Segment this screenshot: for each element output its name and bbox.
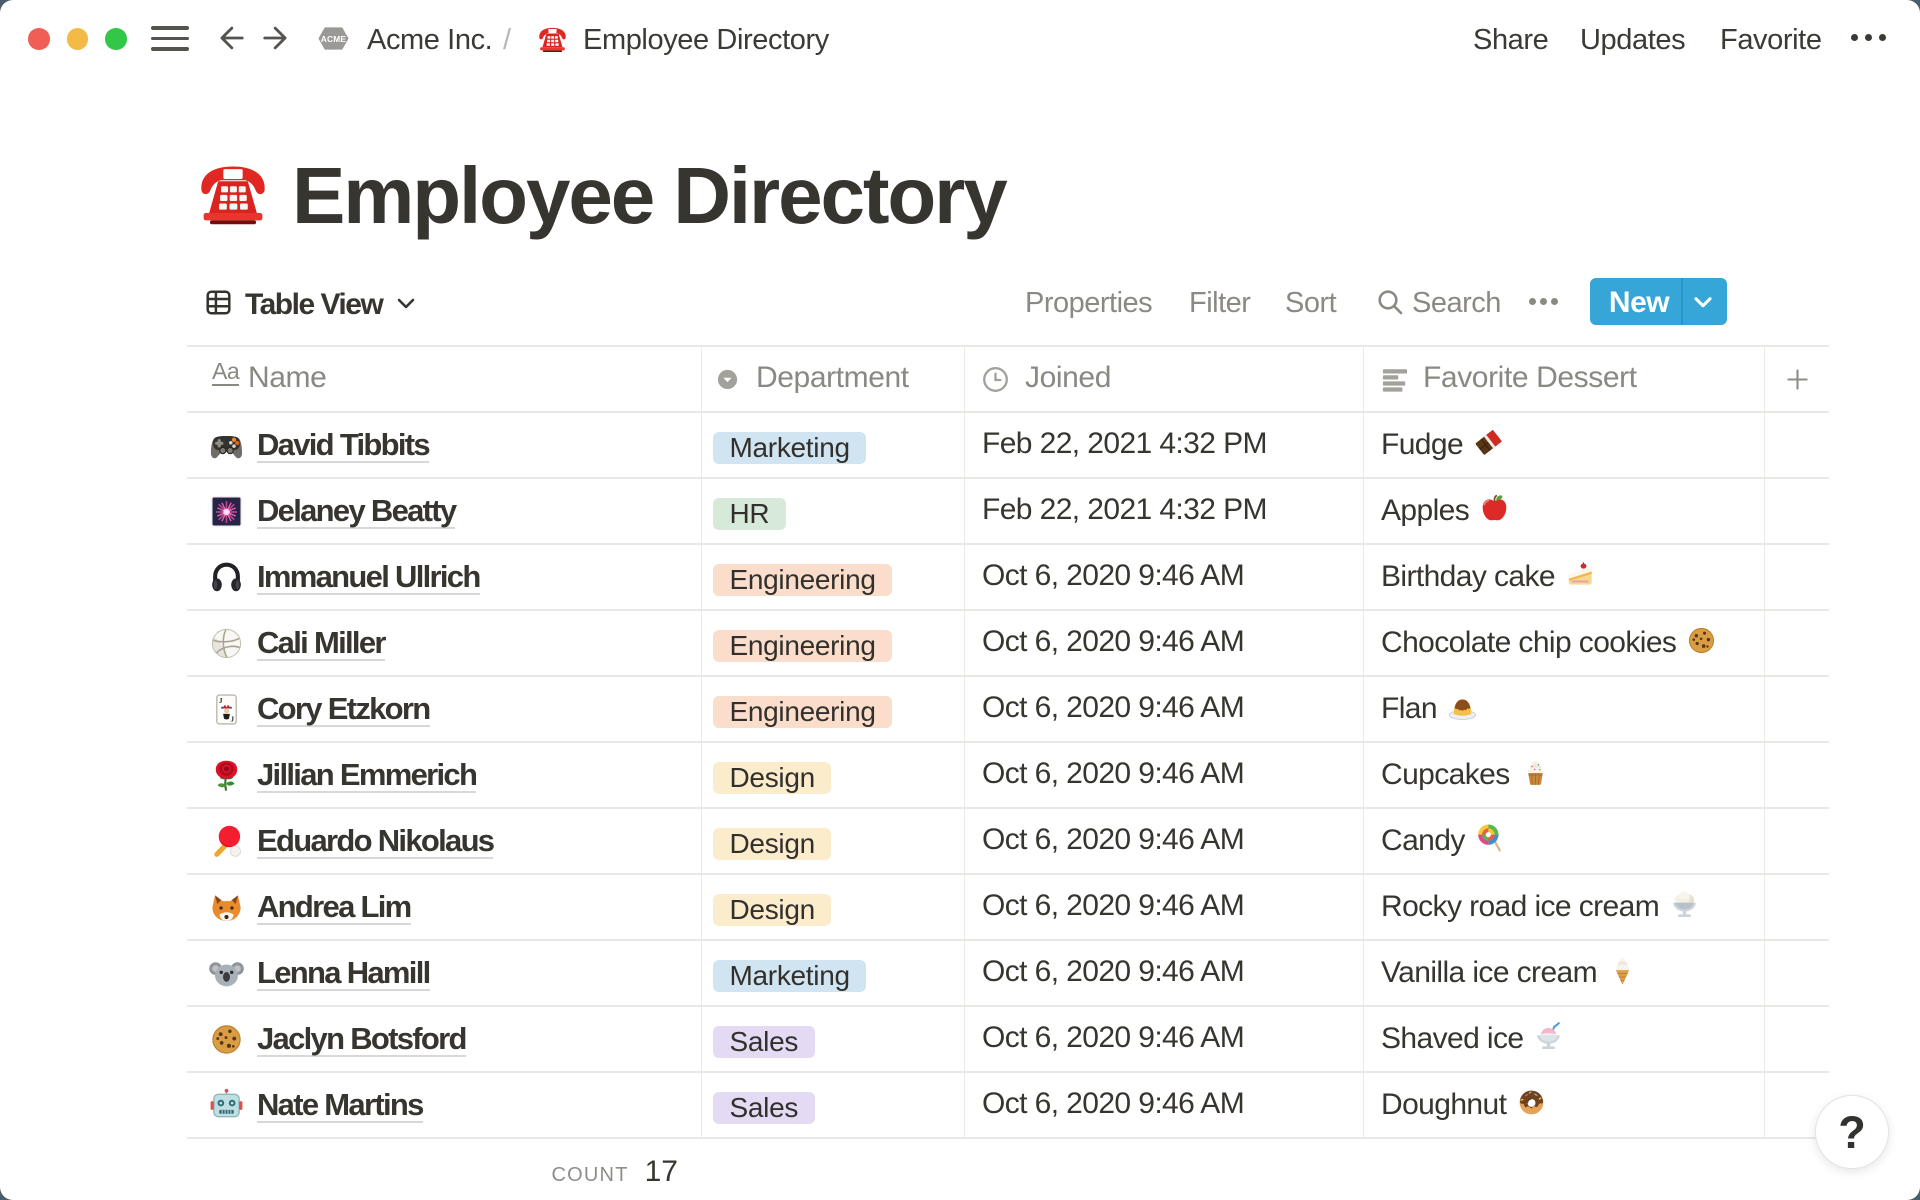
svg-text:J: J — [219, 698, 223, 705]
svg-text:ACME: ACME — [321, 34, 347, 44]
svg-text:J: J — [231, 716, 235, 723]
